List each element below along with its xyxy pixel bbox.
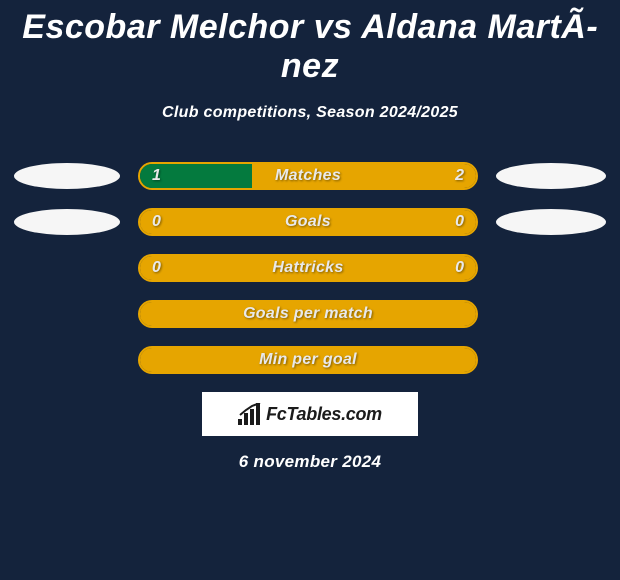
player-right-ellipse [496, 163, 606, 189]
logo-text: FcTables.com [266, 404, 382, 425]
stat-value-right: 0 [455, 259, 464, 277]
date-text: 6 november 2024 [0, 452, 620, 472]
player-left-ellipse [14, 209, 120, 235]
stat-label: Goals per match [243, 305, 373, 323]
stat-value-right: 2 [455, 167, 464, 185]
spacer [496, 301, 606, 327]
spacer [14, 347, 120, 373]
stat-value-left: 0 [152, 213, 161, 231]
stat-bar: Goals per match [138, 300, 478, 328]
stat-row: Min per goal [0, 346, 620, 374]
player-left-ellipse [14, 163, 120, 189]
stat-bar: Min per goal [138, 346, 478, 374]
spacer [496, 255, 606, 281]
stat-label: Min per goal [259, 351, 357, 369]
stat-row: Matches 1 2 [0, 162, 620, 190]
spacer [14, 255, 120, 281]
stat-row: Hattricks 0 0 [0, 254, 620, 282]
spacer [14, 301, 120, 327]
logo-box: FcTables.com [202, 392, 418, 436]
subtitle: Club competitions, Season 2024/2025 [0, 104, 620, 122]
stat-value-right: 0 [455, 213, 464, 231]
player-right-ellipse [496, 209, 606, 235]
stat-bar: Matches 1 2 [138, 162, 478, 190]
spacer [496, 347, 606, 373]
stat-label: Hattricks [272, 259, 343, 277]
stat-label: Matches [275, 167, 341, 185]
fctables-icon [238, 403, 262, 425]
page-title: Escobar Melchor vs Aldana MartÃ­nez [0, 0, 620, 86]
stat-label: Goals [285, 213, 331, 231]
stat-value-left: 1 [152, 167, 161, 185]
stat-bar: Goals 0 0 [138, 208, 478, 236]
stat-row: Goals 0 0 [0, 208, 620, 236]
stat-bar: Hattricks 0 0 [138, 254, 478, 282]
comparison-rows: Matches 1 2 Goals 0 0 Hattricks 0 0 Goals per mat… [0, 162, 620, 374]
stat-row: Goals per match [0, 300, 620, 328]
stat-value-left: 0 [152, 259, 161, 277]
